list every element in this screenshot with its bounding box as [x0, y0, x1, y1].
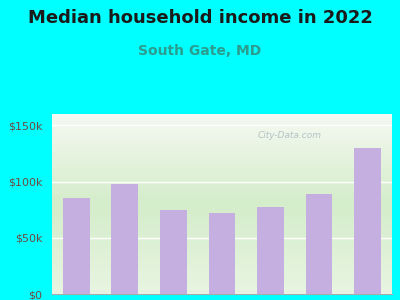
Bar	[160, 210, 187, 294]
Bar	[209, 213, 235, 294]
Bar	[306, 194, 332, 294]
Bar	[112, 184, 138, 294]
Bar	[257, 207, 284, 294]
Text: South Gate, MD: South Gate, MD	[138, 44, 262, 58]
Text: Median household income in 2022: Median household income in 2022	[28, 9, 372, 27]
Bar	[354, 148, 381, 294]
Text: City-Data.com: City-Data.com	[258, 131, 322, 140]
Bar	[63, 198, 90, 294]
